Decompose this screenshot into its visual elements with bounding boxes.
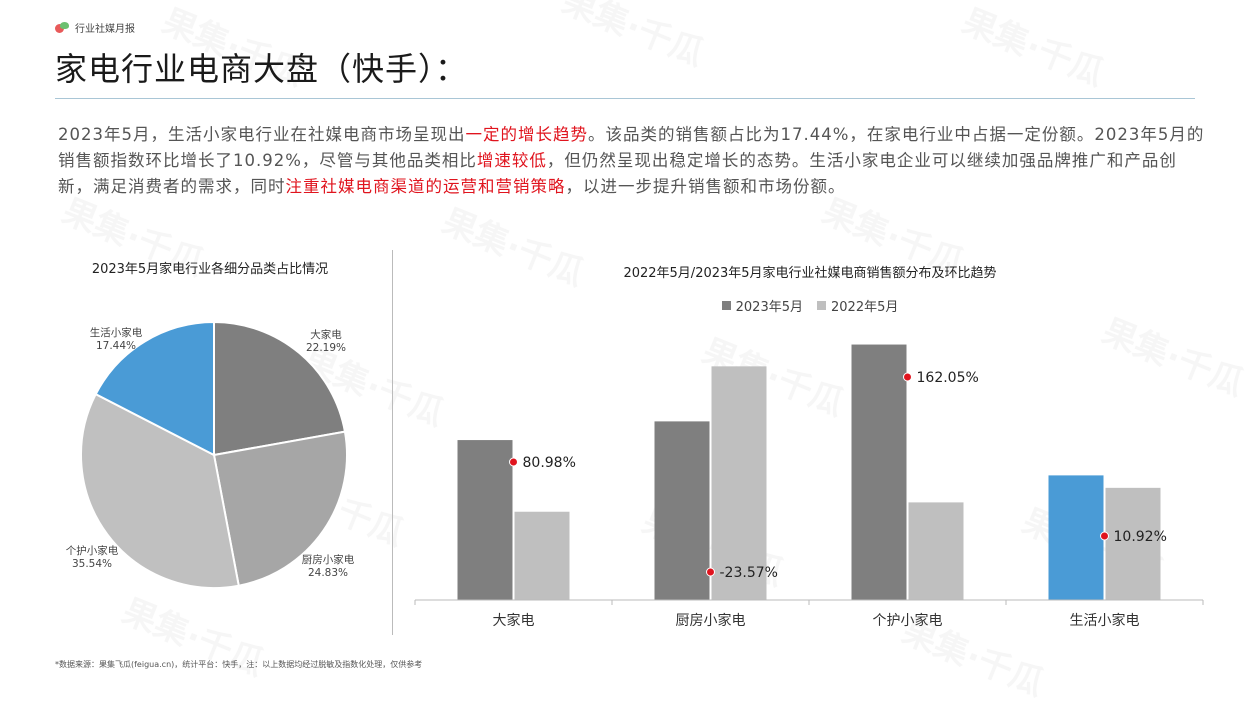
x-tick-label: 生活小家电 [1070, 612, 1140, 629]
highlight-text: 增速较低 [476, 151, 547, 170]
legend-item-2023: 2023年5月 [721, 296, 803, 315]
pie-slice-label: 生活小家电 [90, 326, 143, 339]
bar-2023 [457, 440, 513, 600]
pie-slice-value: 17.44% [96, 340, 136, 352]
x-tick-label: 厨房小家电 [676, 612, 746, 629]
pie-slice-value: 22.19% [306, 342, 346, 354]
intro-paragraph: 2023年5月，生活小家电行业在社媒电商市场呈现出一定的增长趋势。该品类的销售额… [58, 125, 1205, 196]
pie-slice [213, 320, 347, 457]
growth-marker [509, 457, 518, 467]
legend-swatch-2023 [721, 301, 731, 310]
bar-2023 [654, 421, 710, 600]
pie-slice-label: 厨房小家电 [302, 553, 355, 566]
legend-swatch-2022 [817, 301, 826, 310]
pie-slice [212, 430, 348, 587]
pie-slice-label: 大家电 [310, 328, 342, 341]
brand-logo-icon [55, 21, 69, 34]
highlight-text: 注重社媒电商渠道的运营和营销策略 [285, 177, 566, 196]
highlight-text: 一定的增长趋势 [465, 125, 588, 144]
x-tick-label: 大家电 [493, 612, 535, 629]
growth-label: 162.05% [917, 370, 979, 386]
x-tick-label: 个护小家电 [873, 612, 943, 629]
bar-chart-legend: 2023年5月 2022年5月 [420, 296, 1200, 315]
growth-marker [706, 567, 715, 577]
growth-marker [1100, 531, 1109, 541]
growth-label: -23.57% [720, 565, 778, 581]
bar-2022 [908, 502, 964, 600]
pie-slice [80, 392, 240, 589]
legend-label-2022: 2022年5月 [831, 300, 899, 315]
bar-2023 [851, 344, 907, 600]
pie-slice [94, 320, 215, 457]
footnote: *数据来源：果集飞瓜(feigua.cn)，统计平台：快手，注：以上数据均经过脱… [55, 660, 423, 669]
legend-label-2023: 2023年5月 [735, 300, 803, 315]
page-title: 家电行业电商大盘（快手）： [55, 50, 469, 88]
brand-text: 行业社媒月报 [75, 24, 135, 35]
bar-2023 [1048, 475, 1104, 600]
legend-item-2022: 2022年5月 [817, 296, 898, 315]
header-brand: 行业社媒月报 [55, 20, 135, 35]
pie-slice-value: 35.54% [72, 558, 112, 570]
pie-chart-title: 2023年5月家电行业各细分品类占比情况 [91, 262, 329, 277]
pie-slice-label: 个护小家电 [66, 544, 119, 557]
bar-2022 [514, 511, 570, 600]
bar-chart-title: 2022年5月/2023年5月家电行业社媒电商销售额分布及环比趋势 [623, 266, 997, 281]
bar-2022 [1105, 487, 1161, 600]
growth-label: 10.92% [1114, 529, 1167, 545]
title-divider [55, 98, 1195, 99]
chart-divider [392, 250, 393, 635]
bar-2022 [711, 366, 767, 600]
growth-label: 80.98% [523, 455, 576, 471]
growth-marker [903, 372, 912, 382]
pie-slice-value: 24.83% [308, 567, 348, 579]
